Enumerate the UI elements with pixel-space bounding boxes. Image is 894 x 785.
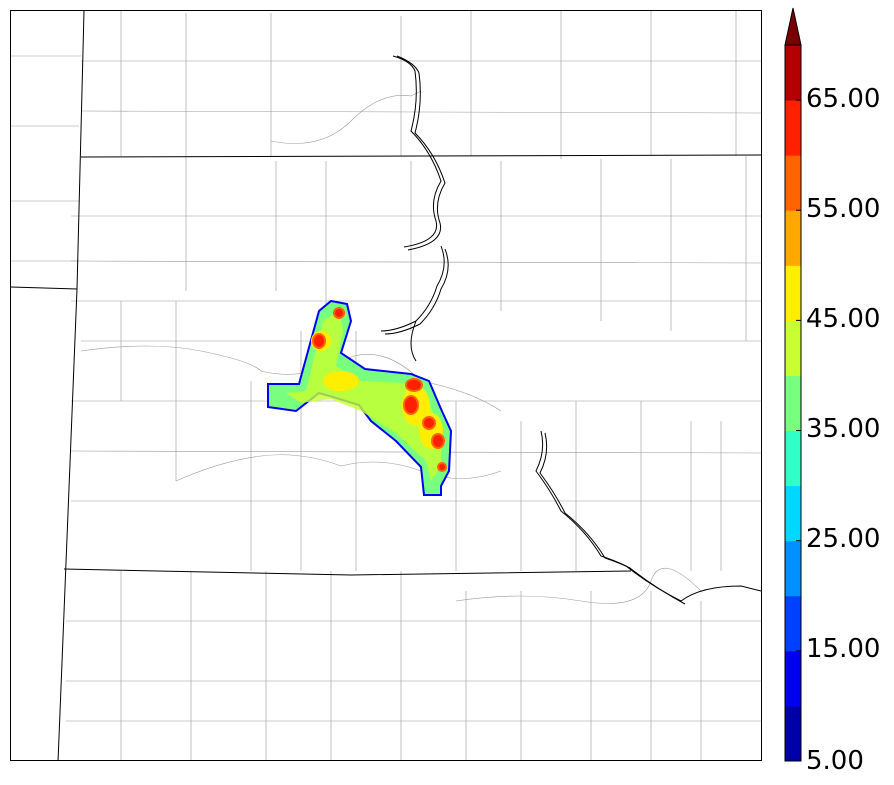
- colorbar: [784, 7, 802, 762]
- colorbar-segment: [785, 100, 801, 156]
- colorbar-segment: [785, 430, 801, 487]
- colorbar-segment: [785, 375, 801, 432]
- field-peak-5: [431, 433, 445, 449]
- colorbar-border: [784, 44, 802, 762]
- field-peak-7: [437, 462, 447, 472]
- colorbar-segment: [785, 540, 801, 597]
- colorbar-tick-label: 35.00: [806, 414, 881, 444]
- colorbar-tick-label: 25.00: [806, 524, 881, 554]
- field-peak-6: [333, 307, 345, 319]
- colorbar-tick-label: 15.00: [806, 634, 881, 664]
- field-high-1: [323, 371, 359, 391]
- field-peak-2: [405, 378, 423, 392]
- colorbar-segment: [785, 650, 801, 707]
- colorbar-segment: [785, 210, 801, 266]
- colorbar-segment: [785, 595, 801, 652]
- field-peak-4: [422, 416, 436, 430]
- colorbar-segment: [785, 45, 801, 101]
- colorbar-tick-label: 45.00: [806, 304, 881, 334]
- colorbar-extend-arrow: [784, 7, 802, 46]
- colorbar-tick-label: 5.00: [806, 746, 864, 776]
- colorbar-segment: [785, 705, 801, 762]
- colorbar-segment: [785, 155, 801, 211]
- field-peak-3: [403, 395, 419, 415]
- field-mid: [286, 311, 441, 481]
- map-panel: [10, 10, 762, 761]
- colorbar-tick-label: 55.00: [806, 194, 881, 224]
- colorbar-segment: [785, 485, 801, 542]
- missouri-river: [380, 55, 761, 605]
- colorbar-segment: [785, 320, 801, 376]
- map-canvas: [11, 11, 761, 760]
- colorbar-tick-label: 65.00: [806, 84, 881, 114]
- field-peak-1: [312, 333, 326, 349]
- state-boundaries: [11, 11, 761, 760]
- precipitation-field: [267, 299, 453, 496]
- colorbar-segment: [785, 265, 801, 321]
